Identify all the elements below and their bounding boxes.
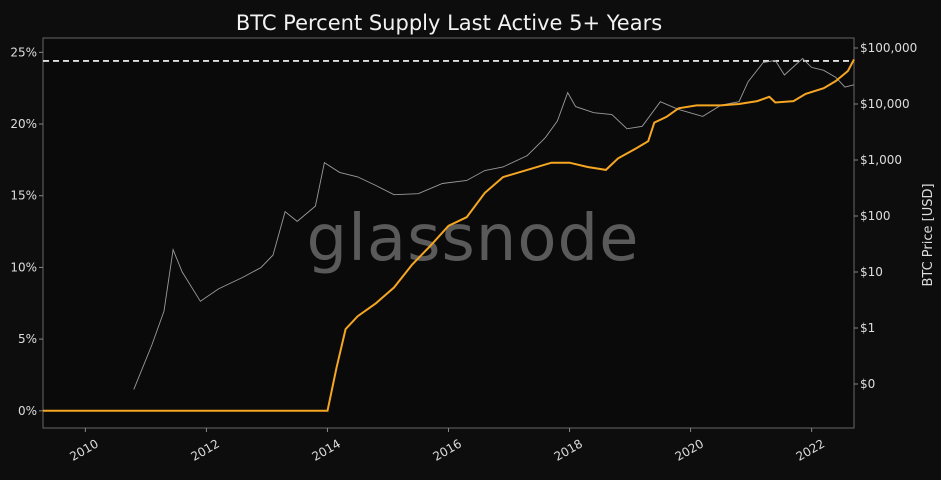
- y-left-tick-label: 10%: [10, 260, 37, 274]
- y-right-tick-label: $0: [860, 377, 875, 391]
- y-axis-right-label: BTC Price [USD]: [921, 183, 936, 286]
- y-axis-right: $0 $1 $10 $100 $1,000 $10,000 $100,000: [854, 41, 917, 391]
- y-right-tick-label: $100,000: [860, 41, 917, 55]
- y-right-tick-label: $10: [860, 265, 883, 279]
- y-left-tick-label: 20%: [10, 117, 37, 131]
- y-right-tick-label: $1,000: [860, 153, 902, 167]
- plot-area: [42, 37, 855, 429]
- price-series-line: [133, 57, 855, 390]
- y-left-tick-label: 15%: [10, 189, 37, 203]
- y-left-tick-label: 25%: [10, 45, 37, 59]
- chart-title: BTC Percent Supply Last Active 5+ Years: [236, 11, 662, 35]
- supply-series-line: [43, 59, 855, 412]
- y-axis-left: 0% 5% 10% 15% 20% 25%: [10, 45, 43, 418]
- y-right-tick-label: $1: [860, 321, 875, 335]
- y-right-tick-label: $10,000: [860, 97, 910, 111]
- y-right-tick-label: $100: [860, 209, 891, 223]
- y-left-tick-label: 0%: [18, 404, 37, 418]
- y-left-tick-label: 5%: [18, 332, 37, 346]
- watermark: glassnode: [306, 202, 639, 276]
